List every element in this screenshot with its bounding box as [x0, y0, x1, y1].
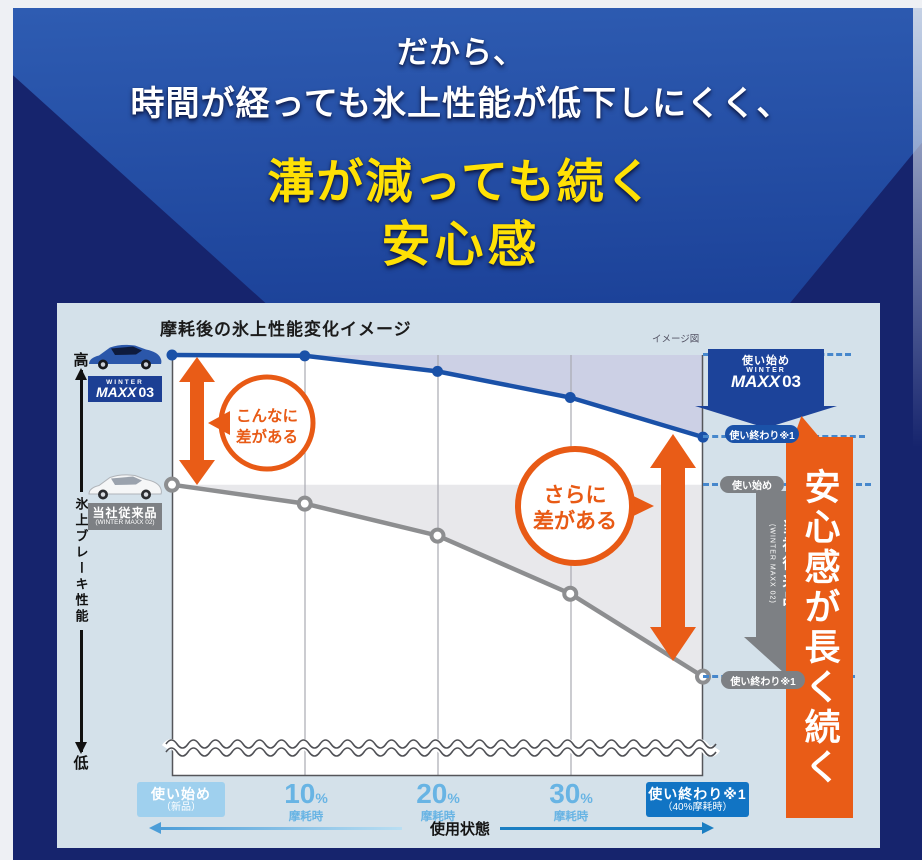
- plot-border: [171, 355, 704, 777]
- x-tick-start-box: 使い始め （新品）: [137, 782, 225, 817]
- wm-number: 03: [782, 372, 802, 391]
- x-tick-30-label: 摩耗時: [553, 811, 589, 823]
- circle-1-text-1: こんなに: [236, 407, 298, 425]
- x-axis-label: 使用状態: [429, 821, 490, 838]
- maxx03-banner-start-label: 使い始め: [742, 355, 790, 367]
- header-line-1: だから、: [397, 35, 525, 70]
- line-chart: こんなに 差がある さらに 差がある: [161, 349, 721, 777]
- x-tick-10-label: 摩耗時: [288, 811, 324, 823]
- y-axis-label: 氷上ブレーキ性能: [73, 497, 89, 625]
- x-tick-10-num: 10: [284, 778, 316, 809]
- difference-arrows: [179, 357, 696, 661]
- circle-1-pointer: [208, 411, 230, 435]
- header-line-3-highlight: 溝が減っても続く: [267, 155, 655, 208]
- right-diff-arrow-head-top: [650, 434, 696, 468]
- x-tick-end-sub: （40%摩耗時）: [662, 801, 733, 813]
- annotation-circle-2: さらに 差がある: [515, 446, 654, 566]
- blue-car-icon: [89, 344, 162, 370]
- side-banner-text: 安心感が長く続く: [799, 467, 841, 788]
- header-line-2: 時間が経っても氷上性能が低下しにくく、: [130, 85, 792, 123]
- conventional-banner-sub: (WINTER MAXX 02): [768, 524, 776, 604]
- wm-brand-top: WINTER: [746, 367, 786, 374]
- maxx03-banner: 使い始め WINTER MAXX 03: [708, 349, 824, 407]
- y-axis-arrow-down: [74, 630, 87, 754]
- maxx03-banner-logo: WINTER MAXX 03: [729, 367, 803, 391]
- right-diff-arrow-head-bottom: [650, 627, 696, 661]
- circle-2-text-2: 差がある: [533, 509, 617, 533]
- x-tick-10: 10% 摩耗時: [256, 780, 356, 824]
- gray-series-markers: [164, 476, 711, 685]
- edge-highlight: [913, 8, 922, 448]
- x-tick-20-unit: %: [447, 790, 460, 806]
- axis-break-wave: [161, 739, 721, 757]
- wm-brand-top: WINTER: [106, 378, 144, 386]
- wm-number: 03: [138, 383, 155, 400]
- x-tick-10-unit: %: [315, 790, 328, 806]
- side-banner: 安心感が長く続く: [786, 437, 853, 818]
- left-diff-arrow-shaft: [190, 379, 204, 463]
- x-tick-30-unit: %: [580, 790, 593, 806]
- blue-end-marker: 使い終わり※1: [725, 425, 799, 443]
- chart-title: 摩耗後の氷上性能変化イメージ: [160, 320, 412, 339]
- conventional-product-badge: 当社従来品 (WINTER MAXX 02): [88, 503, 162, 530]
- chart-panel: 摩耗後の氷上性能変化イメージ イメージ図 高 氷上ブレーキ性能 低 WINTER…: [57, 303, 880, 848]
- conventional-name: 当社従来品: [92, 505, 158, 520]
- wm-brand: MAXX: [95, 383, 137, 400]
- circle-1-text-2: 差がある: [236, 427, 298, 446]
- x-tick-30: 30% 摩耗時: [521, 780, 621, 824]
- conventional-sub: (WINTER MAXX 02): [95, 518, 155, 526]
- y-axis-high-label: 高: [73, 352, 89, 369]
- usage-arrow-right-icon: [500, 822, 714, 834]
- x-tick-20-num: 20: [416, 778, 448, 809]
- x-tick-start-sub: （新品）: [161, 801, 201, 813]
- wm-brand: MAXX: [730, 372, 781, 391]
- x-tick-20-label: 摩耗時: [420, 811, 456, 823]
- y-axis: 高 氷上ブレーキ性能 低: [63, 349, 99, 773]
- winter-maxx-03-badge: WINTER MAXX 03: [88, 376, 162, 402]
- right-diff-arrow-shaft: [661, 465, 685, 629]
- usage-arrow-left-icon: [149, 822, 402, 834]
- left-diff-arrow-head-top: [179, 357, 215, 382]
- header-line-4-highlight: 安心感: [381, 218, 541, 272]
- left-diff-arrow-head-bottom: [179, 460, 215, 485]
- blue-series-fill: [172, 355, 703, 438]
- y-axis-low-label: 低: [73, 755, 89, 772]
- white-car-icon: [88, 474, 162, 500]
- x-tick-end-main: 使い終わり※1: [648, 785, 747, 802]
- chart-note: イメージ図: [652, 334, 700, 345]
- x-tick-30-num: 30: [549, 778, 581, 809]
- x-tick-end-box: 使い終わり※1 （40%摩耗時）: [646, 782, 749, 817]
- x-tick-start-main: 使い始め: [151, 785, 211, 802]
- gray-end-marker: 使い終わり※1: [721, 671, 805, 689]
- y-axis-arrow-up: [74, 368, 87, 492]
- circle-2-text-1: さらに: [544, 484, 607, 507]
- x-tick-20: 20% 摩耗時: [388, 780, 488, 824]
- annotation-circle-1: こんなに 差がある: [208, 374, 316, 472]
- gray-start-marker: 使い始め: [720, 476, 784, 493]
